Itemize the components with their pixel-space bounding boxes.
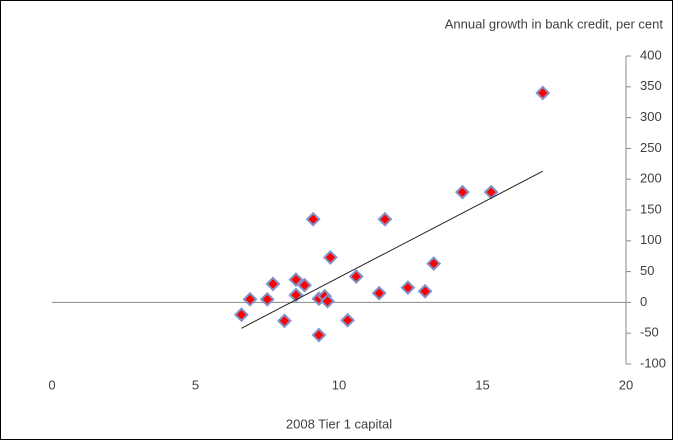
x-tick-label: 0 — [48, 377, 55, 392]
point — [371, 285, 387, 301]
x-axis-title: 2008 Tier 1 capital — [286, 416, 392, 431]
trend-line — [241, 170, 544, 329]
y-tick-label: 50 — [640, 263, 654, 278]
point — [426, 256, 442, 272]
point — [400, 280, 416, 296]
y-tick-label: 250 — [640, 140, 662, 155]
y-axis-title: Annual growth in bank credit, per cent — [445, 16, 664, 31]
y-tick-label: 100 — [640, 232, 662, 247]
point — [288, 272, 304, 288]
point — [417, 283, 433, 299]
point — [277, 313, 292, 329]
y-tick-label: -100 — [640, 355, 666, 370]
point — [454, 184, 470, 200]
y-tick-label: 350 — [640, 78, 662, 93]
y-tick-label: 300 — [640, 109, 662, 124]
point — [305, 211, 321, 227]
y-tick-label: 200 — [640, 171, 662, 186]
x-tick-label: 20 — [619, 377, 633, 392]
point — [535, 85, 551, 101]
y-tick-label: 400 — [640, 47, 662, 62]
point — [320, 293, 335, 309]
point — [340, 312, 356, 328]
y-tick-label: -50 — [640, 325, 659, 340]
point — [265, 276, 281, 292]
x-tick-label: 10 — [332, 377, 346, 392]
x-tick-label: 5 — [192, 377, 199, 392]
point — [259, 291, 275, 307]
point — [311, 327, 327, 343]
point — [348, 269, 364, 284]
y-tick-label: 0 — [640, 294, 647, 309]
point — [322, 250, 338, 265]
x-tick-label: 15 — [475, 377, 489, 392]
point — [377, 211, 393, 227]
point — [242, 291, 258, 307]
point — [297, 277, 312, 293]
point — [234, 307, 249, 323]
y-tick-label: 150 — [640, 201, 662, 216]
